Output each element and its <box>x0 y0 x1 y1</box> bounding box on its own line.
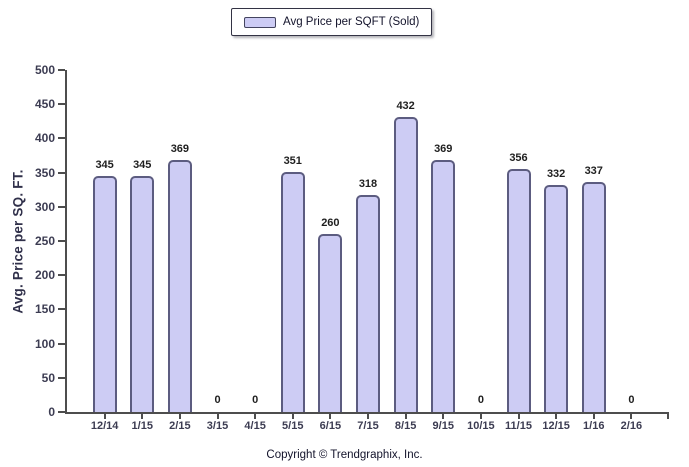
x-axis-end-tick <box>667 414 669 419</box>
x-tick-mark <box>630 414 633 419</box>
x-tick-mark <box>178 414 181 419</box>
x-tick-label: 9/15 <box>432 420 454 432</box>
bar <box>506 168 531 412</box>
y-tick-mark <box>58 137 65 140</box>
bar-value-label: 351 <box>283 154 302 167</box>
y-tick-mark <box>58 171 65 174</box>
y-tick-mark <box>58 103 65 106</box>
x-tick-label: 2/15 <box>169 420 191 432</box>
x-tick-mark <box>254 414 257 419</box>
y-tick-label: 0 <box>48 405 55 419</box>
x-tick-label: 1/15 <box>131 420 153 432</box>
y-tick-mark <box>58 342 65 345</box>
legend-label: Avg Price per SQFT (Sold) <box>283 16 420 28</box>
y-tick-label: 300 <box>34 199 55 214</box>
bar <box>167 159 192 412</box>
x-tick-mark <box>442 414 445 419</box>
x-tick-mark <box>555 414 558 419</box>
x-tick-mark <box>103 414 106 419</box>
bar-value-label: 345 <box>95 159 114 172</box>
bar <box>130 176 155 412</box>
bar-value-label: 332 <box>546 167 566 180</box>
bar-value-label: 369 <box>434 142 453 155</box>
x-tick-label: 12/14 <box>90 420 119 432</box>
y-tick-label: 100 <box>34 336 55 351</box>
y-tick-label: 150 <box>34 302 55 317</box>
y-tick-label: 450 <box>34 97 55 112</box>
bar <box>92 176 117 412</box>
x-tick-label: 12/15 <box>542 420 570 432</box>
x-tick-label: 3/15 <box>206 420 229 432</box>
y-tick-mark <box>58 411 65 413</box>
bar-value-label: 0 <box>214 394 221 406</box>
bar-value-label: 356 <box>509 151 528 164</box>
y-tick-mark <box>58 205 65 208</box>
x-tick-mark <box>404 414 407 419</box>
x-tick-label: 4/15 <box>244 420 266 432</box>
y-tick-label: 50 <box>41 370 55 385</box>
bar-value-label: 369 <box>170 142 190 155</box>
x-tick-label: 8/15 <box>394 420 417 432</box>
bar <box>393 116 418 412</box>
x-tick-label: 6/15 <box>319 420 342 432</box>
x-tick-mark <box>479 414 482 419</box>
y-tick-mark <box>58 274 65 277</box>
bar-value-label: 0 <box>252 394 259 406</box>
bar <box>581 181 606 412</box>
y-tick-mark <box>58 240 65 242</box>
y-tick-mark <box>58 69 65 71</box>
bar <box>544 184 569 412</box>
x-tick-label: 10/15 <box>467 420 495 432</box>
x-tick-mark <box>329 414 332 419</box>
bar-value-label: 260 <box>321 217 340 230</box>
plot-area: 0 50 100 150 200 250 300 350 400 450 500 345 12/14 34… <box>35 64 669 432</box>
y-tick-label: 500 <box>34 63 55 77</box>
bar-value-label: 432 <box>396 99 415 112</box>
y-tick-label: 200 <box>34 268 55 283</box>
bar-value-label: 318 <box>358 177 378 190</box>
x-tick-label: 1/16 <box>583 420 605 432</box>
y-tick-label: 250 <box>34 234 55 248</box>
x-tick-mark <box>216 414 219 419</box>
x-tick-mark <box>517 414 520 419</box>
y-tick-mark <box>58 308 65 311</box>
legend: Avg Price per SQFT (Sold) <box>231 8 433 36</box>
bar-value-label: 345 <box>133 159 152 172</box>
bar <box>318 234 343 412</box>
x-tick-mark <box>592 414 595 419</box>
bar <box>431 159 456 412</box>
y-tick-label: 350 <box>34 165 55 180</box>
footer-copyright: Copyright © Trendgraphix, Inc. <box>266 449 423 461</box>
y-tick-mark <box>58 376 65 379</box>
bar-value-label: 0 <box>477 394 484 406</box>
bar-value-label: 337 <box>584 164 603 177</box>
x-tick-mark <box>367 414 369 419</box>
legend-swatch <box>244 16 276 28</box>
bar <box>280 171 305 412</box>
bar <box>356 194 380 412</box>
x-tick-mark <box>291 414 294 419</box>
x-tick-mark <box>141 414 144 419</box>
y-tick-label: 400 <box>34 131 55 146</box>
bar-value-label: 0 <box>628 394 635 406</box>
x-tick-label: 11/15 <box>505 420 532 432</box>
x-tick-label: 7/15 <box>357 420 379 432</box>
x-tick-label: 2/16 <box>620 420 643 432</box>
x-tick-label: 5/15 <box>282 420 304 432</box>
